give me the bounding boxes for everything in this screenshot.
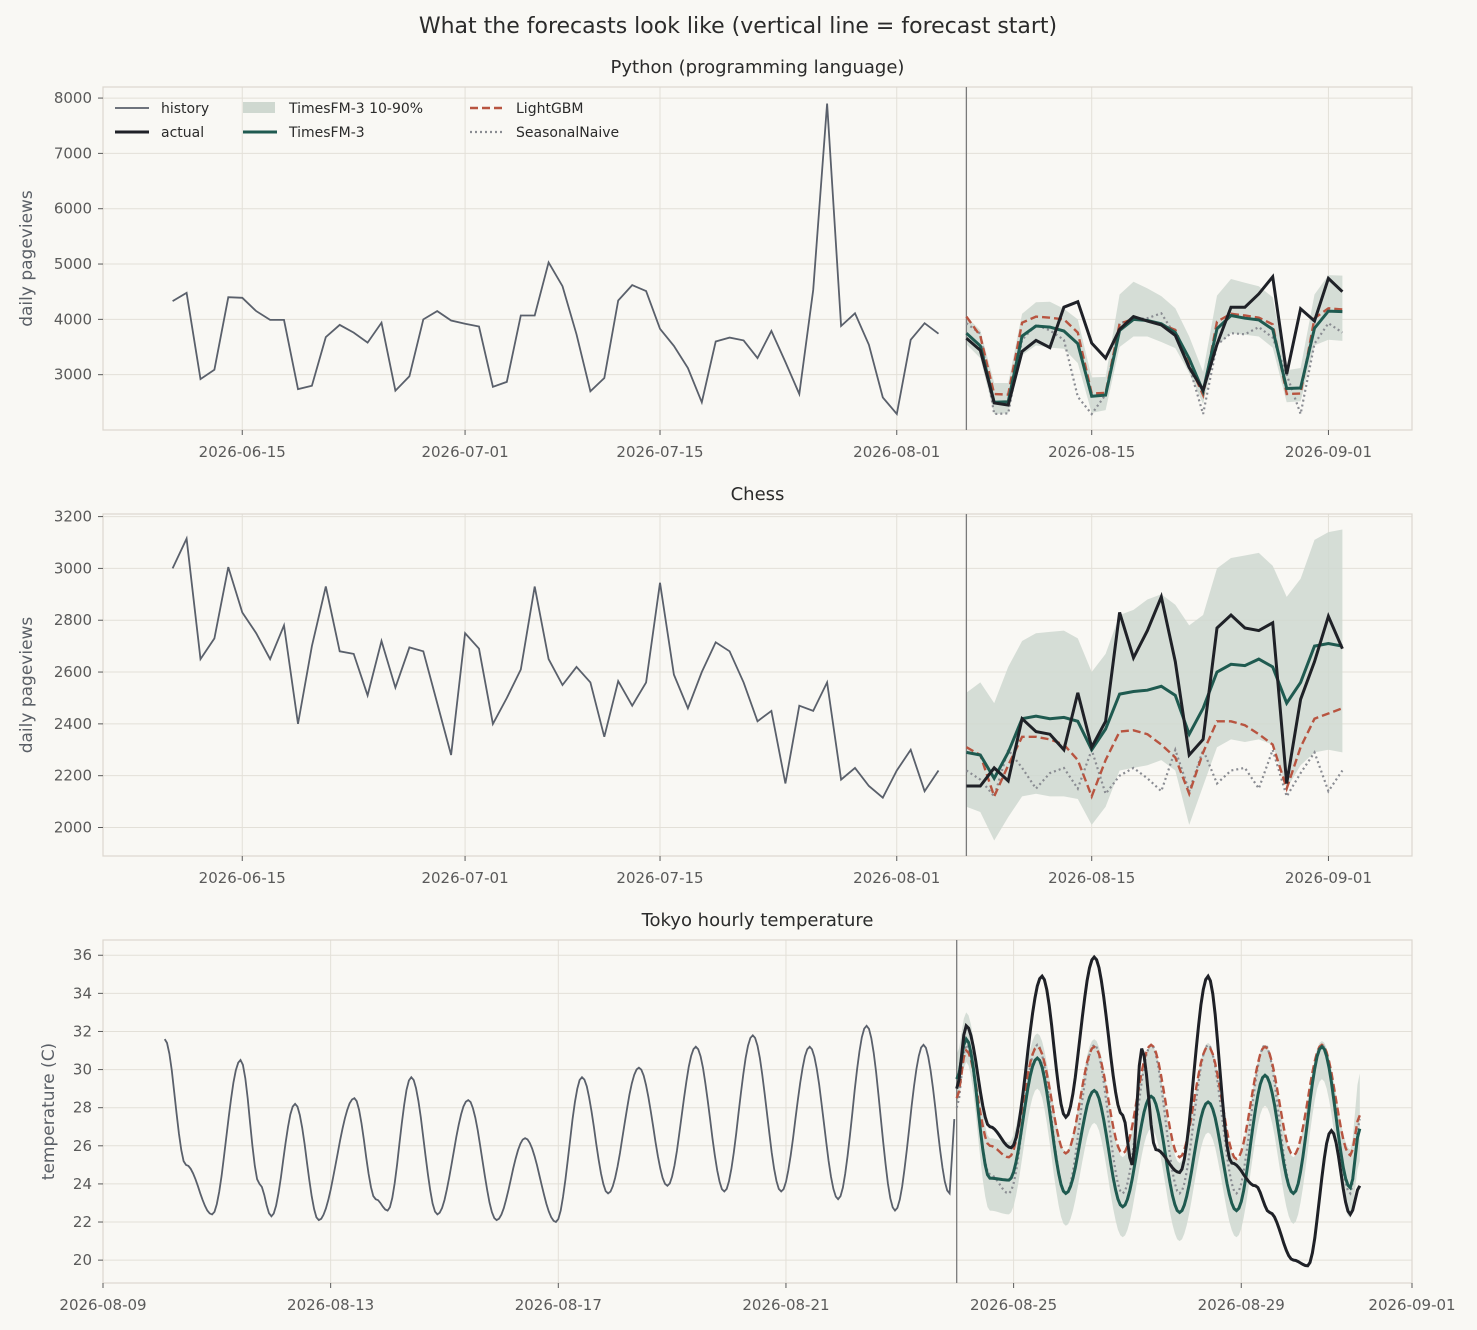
y-tick-label: 26 bbox=[73, 1137, 92, 1155]
legend-label: SeasonalNaive bbox=[516, 125, 619, 141]
y-axis-label: temperature (C) bbox=[39, 1043, 59, 1180]
x-tick-label: 2026-08-29 bbox=[1198, 1296, 1285, 1314]
y-tick-label: 32 bbox=[73, 1022, 92, 1040]
timesfm-line bbox=[966, 641, 1343, 782]
x-tick-label: 2026-08-15 bbox=[1048, 869, 1135, 887]
plot-frame bbox=[102, 939, 1413, 1284]
legend-label: TimesFM-3 10-90% bbox=[288, 101, 423, 117]
x-tick-label: 2026-08-01 bbox=[853, 869, 940, 887]
legend-label: actual bbox=[161, 125, 204, 141]
plot-frame bbox=[102, 513, 1413, 857]
x-tick-label: 2026-08-21 bbox=[742, 1296, 829, 1314]
legend-label: TimesFM-3 bbox=[288, 125, 365, 141]
plot-area bbox=[163, 940, 1362, 1283]
x-tick-label: 2026-06-15 bbox=[199, 443, 286, 461]
actual-line bbox=[966, 591, 1344, 788]
x-tick-label: 2026-08-25 bbox=[970, 1296, 1057, 1314]
lightgbm-line bbox=[965, 707, 1343, 800]
panel-title: Chess bbox=[731, 484, 785, 505]
y-tick-label: 3000 bbox=[54, 559, 92, 577]
history-line bbox=[172, 103, 940, 417]
legend-item-lightgbm: LightGBM bbox=[470, 101, 583, 117]
legend-label: LightGBM bbox=[516, 101, 583, 117]
y-tick-label: 34 bbox=[73, 984, 92, 1002]
panel-1: Python (programming language) 3000 4000 500… bbox=[17, 57, 1413, 461]
figure-title: What the forecasts look like (vertical l… bbox=[419, 14, 1057, 39]
plot-area bbox=[172, 87, 1344, 430]
x-tick-label: 2026-07-01 bbox=[421, 443, 508, 461]
x-tick-label: 2026-08-01 bbox=[853, 443, 940, 461]
legend-item-band: TimesFM-3 10-90% bbox=[243, 101, 423, 117]
legend-label: history bbox=[161, 101, 209, 117]
y-tick-label: 30 bbox=[73, 1061, 92, 1079]
y-axis-label: daily pageviews bbox=[17, 617, 37, 754]
actual-line bbox=[965, 273, 1344, 407]
panels: Python (programming language) 3000 4000 500… bbox=[17, 57, 1456, 1314]
y-tick-label: 2000 bbox=[54, 819, 92, 837]
legend: history actual TimesFM-3 10-90% TimesFM-3 Li… bbox=[115, 101, 619, 141]
x-tick-label: 2026-06-15 bbox=[199, 869, 286, 887]
y-tick-label: 8000 bbox=[54, 89, 92, 107]
legend-item-seasonal: SeasonalNaive bbox=[470, 125, 619, 141]
panel-3: Tokyo hourly temperature 20 22 24 26 28 30 32 34… bbox=[39, 910, 1456, 1314]
y-tick-label: 6000 bbox=[54, 200, 92, 218]
legend-item-history: history bbox=[115, 101, 209, 117]
legend-item-actual: actual bbox=[115, 125, 204, 141]
y-tick-label: 3200 bbox=[54, 508, 92, 526]
legend-item-timesfm: TimesFM-3 bbox=[243, 125, 365, 141]
y-tick-label: 4000 bbox=[54, 310, 92, 328]
y-tick-label: 7000 bbox=[54, 144, 92, 162]
panel-title: Tokyo hourly temperature bbox=[641, 910, 874, 931]
timesfm-band bbox=[966, 529, 1343, 841]
x-tick-label: 2026-09-01 bbox=[1285, 869, 1372, 887]
x-tick-label: 2026-08-13 bbox=[287, 1296, 374, 1314]
panel-title: Python (programming language) bbox=[611, 57, 905, 78]
x-tick-label: 2026-07-01 bbox=[421, 869, 508, 887]
y-tick-label: 24 bbox=[73, 1175, 92, 1193]
x-tick-label: 2026-09-01 bbox=[1368, 1296, 1455, 1314]
timesfm-band bbox=[956, 1012, 1360, 1242]
timesfm-line bbox=[955, 1036, 1362, 1215]
y-tick-label: 36 bbox=[73, 946, 92, 964]
x-tick-label: 2026-08-15 bbox=[1048, 443, 1135, 461]
timesfm-band bbox=[966, 275, 1343, 414]
legend-swatch bbox=[243, 102, 275, 113]
y-tick-label: 28 bbox=[73, 1099, 92, 1117]
plot-frame bbox=[102, 86, 1413, 431]
y-tick-label: 2400 bbox=[54, 715, 92, 733]
x-tick-label: 2026-07-15 bbox=[616, 443, 703, 461]
x-tick-label: 2026-08-17 bbox=[515, 1296, 602, 1314]
plot-area bbox=[171, 514, 1344, 856]
actual-line bbox=[955, 954, 1362, 1268]
y-tick-label: 3000 bbox=[54, 366, 92, 384]
x-tick-label: 2026-09-01 bbox=[1285, 443, 1372, 461]
x-tick-label: 2026-08-09 bbox=[59, 1296, 146, 1314]
y-tick-label: 2800 bbox=[54, 611, 92, 629]
y-tick-label: 5000 bbox=[54, 255, 92, 273]
panel-2: Chess 2000 2200 2400 2600 2800 3000 3200 2026-06… bbox=[17, 484, 1413, 887]
y-tick-label: 2200 bbox=[54, 767, 92, 785]
y-tick-label: 20 bbox=[73, 1251, 92, 1269]
y-axis-label: daily pageviews bbox=[17, 190, 37, 327]
x-tick-label: 2026-07-15 bbox=[616, 869, 703, 887]
history-line bbox=[171, 535, 940, 800]
y-tick-label: 22 bbox=[73, 1213, 92, 1231]
history-line bbox=[163, 1024, 956, 1224]
y-tick-label: 2600 bbox=[54, 663, 92, 681]
